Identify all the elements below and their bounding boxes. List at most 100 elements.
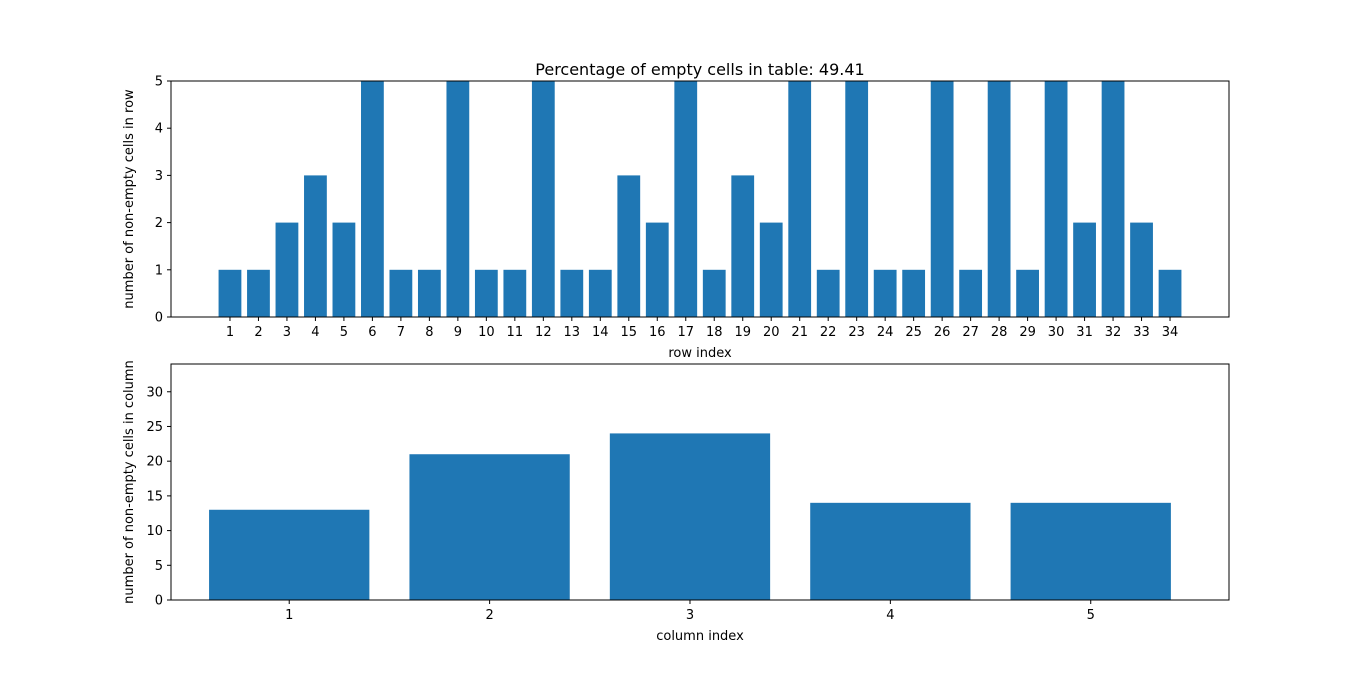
- x-tick-label: 25: [905, 325, 922, 340]
- x-tick-label: 17: [677, 325, 694, 340]
- x-tick-label: 15: [621, 325, 638, 340]
- y-tick-label: 10: [146, 524, 163, 539]
- bar: [702, 269, 726, 317]
- x-tick-label: 9: [454, 325, 462, 340]
- bar: [645, 222, 669, 317]
- bar: [361, 81, 384, 317]
- bar: [1044, 81, 1068, 317]
- x-tick-label: 7: [397, 325, 405, 340]
- x-tick-label: 12: [535, 325, 552, 340]
- y-tick-label: 1: [155, 263, 163, 278]
- y-axis-label: number of non-empty cells in row: [122, 89, 137, 309]
- bar: [845, 81, 869, 317]
- x-tick-label: 11: [507, 325, 524, 340]
- x-axis-label: column index: [656, 629, 744, 644]
- bar: [446, 81, 470, 317]
- bar: [218, 269, 242, 317]
- bar: [1158, 269, 1182, 317]
- bar: [609, 433, 771, 600]
- bar: [902, 269, 926, 317]
- y-tick-label: 25: [146, 420, 163, 435]
- x-tick-label: 1: [226, 325, 234, 340]
- y-tick-label: 15: [146, 489, 163, 504]
- x-tick-label: 28: [991, 325, 1008, 340]
- bar: [816, 269, 840, 317]
- x-tick-label: 3: [283, 325, 291, 340]
- bar: [1016, 269, 1039, 317]
- x-tick-label: 6: [368, 325, 376, 340]
- y-tick-label: 3: [155, 169, 163, 184]
- x-tick-label: 26: [934, 325, 951, 340]
- bar: [873, 269, 897, 317]
- y-tick-label: 20: [146, 455, 163, 470]
- x-tick-label: 16: [649, 325, 666, 340]
- bar: [417, 269, 441, 317]
- x-tick-label: 14: [592, 325, 609, 340]
- bar: [930, 81, 954, 317]
- x-tick-label: 20: [763, 325, 780, 340]
- bar: [389, 269, 413, 317]
- x-tick-label: 34: [1162, 325, 1179, 340]
- subplot-2: 1 2 3 4 5 0 5 10 15 20 25 30 column index number of n…: [122, 360, 1230, 644]
- x-tick-label: 2: [254, 325, 262, 340]
- bar: [560, 269, 584, 317]
- x-tick-label: 4: [886, 608, 894, 623]
- x-tick-label: 32: [1105, 325, 1122, 340]
- y-tick-label: 5: [155, 559, 163, 574]
- x-tick-label: 24: [877, 325, 894, 340]
- y-axis-label: number of non-empty cells in column: [122, 360, 137, 604]
- bar: [474, 269, 498, 317]
- bar: [810, 502, 971, 600]
- bar: [987, 81, 1011, 317]
- y-tick-label: 2: [155, 216, 163, 231]
- bar: [1073, 222, 1096, 317]
- x-tick-label: 30: [1048, 325, 1065, 340]
- bar: [731, 175, 755, 317]
- bar: [1130, 222, 1153, 317]
- bar: [503, 269, 527, 317]
- x-tick-label: 8: [425, 325, 433, 340]
- chart-title: Percentage of empty cells in table: 49.4…: [535, 60, 864, 79]
- x-tick-label: 5: [1087, 608, 1095, 623]
- bar: [531, 81, 555, 317]
- bar: [1101, 81, 1125, 317]
- y-tick-label: 5: [155, 75, 163, 90]
- x-tick-label: 23: [848, 325, 865, 340]
- x-axis-label: row index: [668, 346, 732, 361]
- axes-frame: [170, 80, 1230, 318]
- x-tick-label: 4: [311, 325, 319, 340]
- x-tick-label: 13: [564, 325, 581, 340]
- y-tick-label: 0: [155, 594, 163, 609]
- y-tick-label: 0: [155, 311, 163, 326]
- bar: [247, 269, 270, 317]
- x-tick-label: 18: [706, 325, 723, 340]
- y-tick-label: 4: [155, 122, 163, 137]
- x-tick-label: 29: [1019, 325, 1036, 340]
- bar: [304, 175, 327, 317]
- x-tick-label: 2: [485, 608, 493, 623]
- bar: [1010, 502, 1171, 600]
- x-tick-label: 21: [791, 325, 808, 340]
- bar: [674, 81, 698, 317]
- x-tick-label: 5: [340, 325, 348, 340]
- y-tick-label: 30: [146, 385, 163, 400]
- bar: [275, 222, 299, 317]
- bar: [788, 81, 812, 317]
- bar: [409, 454, 570, 600]
- x-tick-label: 31: [1076, 325, 1093, 340]
- bar: [332, 222, 356, 317]
- bar: [759, 222, 783, 317]
- x-tick-label: 10: [478, 325, 495, 340]
- bar: [588, 269, 612, 317]
- x-tick-label: 27: [962, 325, 979, 340]
- axes-frame: [170, 363, 1230, 601]
- x-tick-label: 33: [1133, 325, 1150, 340]
- x-tick-label: 3: [686, 608, 694, 623]
- x-tick-label: 19: [734, 325, 751, 340]
- bar: [959, 269, 983, 317]
- bar: [209, 509, 370, 600]
- subplot-1: 1 2 3 4 5 6 7 8 9 10 11 12 13 14 15 16 17 18 19 20 21 22 23 24 2…: [122, 60, 1230, 361]
- x-tick-label: 22: [820, 325, 837, 340]
- bar: [617, 175, 641, 317]
